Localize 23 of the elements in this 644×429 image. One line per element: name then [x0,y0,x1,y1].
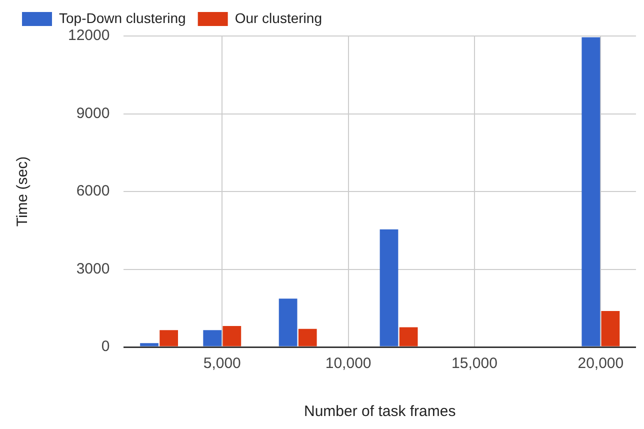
bar [160,330,178,346]
x-tick-label: 15,000 [452,355,498,372]
legend-label: Top-Down clustering [59,10,186,26]
x-axis-title: Number of task frames [304,403,456,420]
bar [278,298,298,346]
bar [298,328,317,346]
x-tick-label: 5,000 [203,355,241,372]
y-tick-label: 3000 [76,260,110,278]
bar [203,330,222,346]
bar [140,343,158,346]
y-tick-label: 6000 [76,182,110,200]
legend-label: Our clustering [234,10,322,26]
bar [222,326,242,346]
y-tick-label: 9000 [76,104,110,122]
bar [582,37,600,346]
bar [601,310,620,346]
y-tick-label: 0 [101,338,110,356]
x-tick-label: 20,000 [578,355,624,372]
x-tick-label: 10,000 [325,355,372,372]
y-tick-label: 12000 [68,27,110,44]
y-axis-title: Time (sec) [14,156,32,227]
bar [399,327,418,346]
bar [380,229,398,346]
